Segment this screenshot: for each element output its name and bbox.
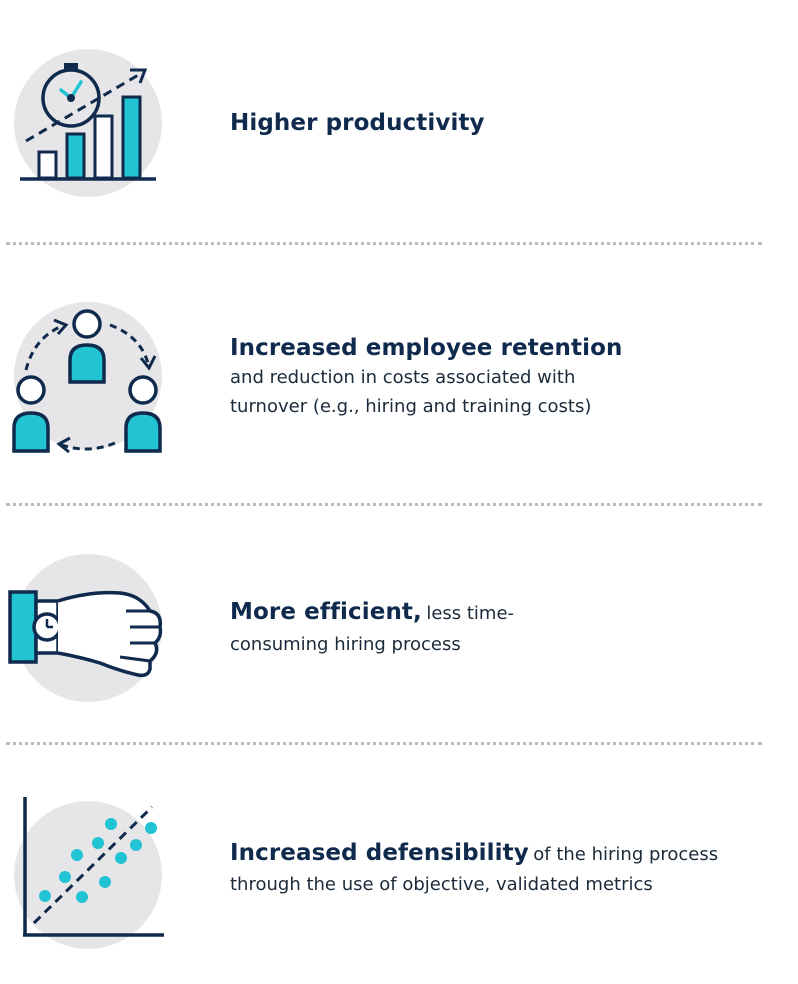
benefit-item-defensibility: Increased defensibility of the hiring pr… (0, 793, 798, 963)
benefit-heading: Increased defensibility (230, 840, 529, 866)
scatter-plot-icon (0, 793, 170, 953)
benefit-description-line1: and reduction in costs associated with (230, 367, 576, 388)
benefit-heading: More efficient, (230, 599, 422, 625)
benefit-text: Increased defensibility of the hiring pr… (230, 840, 770, 899)
benefit-text: Higher productivity (230, 110, 770, 136)
benefit-text: More efficient, less time- consuming hir… (230, 599, 770, 659)
benefit-item-productivity: Higher productivity (0, 40, 798, 210)
employee-retention-icon (0, 298, 170, 458)
benefit-heading: Higher productivity (230, 110, 485, 136)
dotted-divider (6, 242, 762, 245)
benefit-description-line2: through the use of objective, validated … (230, 874, 653, 895)
productivity-chart-icon (0, 40, 170, 200)
benefit-description-line2: consuming hiring process (230, 634, 461, 655)
benefit-item-efficiency: More efficient, less time- consuming hir… (0, 553, 798, 713)
dotted-divider (6, 503, 762, 506)
benefit-heading: Increased employee retention (230, 335, 623, 361)
benefit-description-line2: turnover (e.g., hiring and training cost… (230, 396, 592, 417)
benefit-inline-description: of the hiring process (533, 844, 719, 865)
benefit-item-retention: Increased employee retention and reducti… (0, 298, 798, 468)
dotted-divider (6, 742, 762, 745)
benefit-inline-description: less time- (426, 603, 515, 624)
benefit-text: Increased employee retention and reducti… (230, 335, 770, 421)
wristwatch-hand-icon (0, 553, 170, 713)
